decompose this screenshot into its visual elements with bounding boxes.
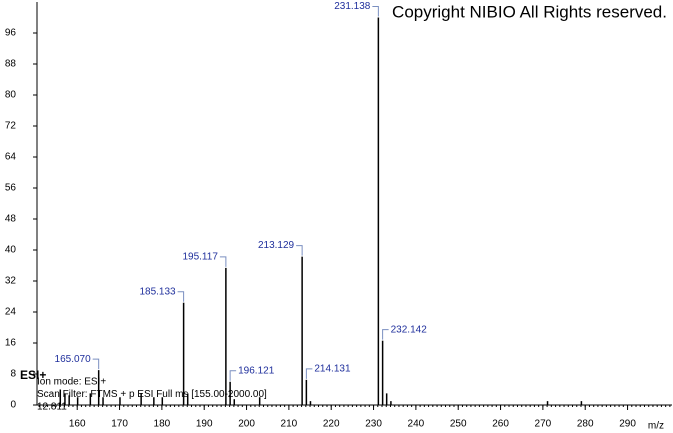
peak-label: 214.131 [314,363,351,374]
mode-badge: ESI+ [20,368,46,382]
peak-label: 213.129 [258,240,295,251]
x-tick-label: 230 [365,419,382,430]
y-tick-label: 16 [5,338,17,349]
x-tick-label: 160 [69,419,86,430]
peak-label: 196.121 [238,365,275,376]
y-tick-label: 64 [5,152,17,163]
peak-label-bracket [92,358,100,370]
x-axis-label: m/z [648,421,664,432]
peak-label-bracket [296,245,303,256]
x-tick-label: 260 [492,419,509,430]
peak-label-bracket [382,329,389,340]
x-tick-label: 180 [154,419,171,430]
peak-label: 231.138 [334,1,371,12]
info-line: Scan Filter: FTMS + p ESI Full ms [155.0… [37,389,267,400]
x-tick-label: 270 [535,419,552,430]
x-tick-label: 250 [450,419,467,430]
x-tick-label: 280 [577,419,594,430]
x-tick-label: 210 [281,419,298,430]
peak-label: 165.070 [55,354,92,365]
y-tick-label: 8 [10,369,16,380]
x-tick-label: 190 [196,419,213,430]
x-tick-label: 220 [323,419,340,430]
y-tick-label: 88 [5,59,17,70]
peak-label: 185.133 [139,286,176,297]
y-tick-label: 0 [10,400,16,411]
peak-label: 195.117 [182,251,218,262]
peak-label-bracket [305,368,313,379]
y-tick-label: 32 [5,276,17,287]
copyright: Copyright NIBIO All Rights reserved. [392,2,667,21]
y-tick-label: 48 [5,214,17,225]
info-line: Ion mode: ESI+ [37,377,106,388]
info-line: 12.811 [37,402,67,413]
x-tick-label: 200 [238,419,255,430]
peak-label-bracket [229,370,237,381]
y-tick-label: 24 [5,307,17,318]
x-tick-label: 240 [408,419,425,430]
y-tick-label: 56 [5,183,17,194]
y-tick-label: 72 [5,121,17,132]
peak-label-bracket [372,6,379,17]
y-tick-label: 96 [5,28,17,39]
peak-label-bracket [177,291,185,302]
x-tick-label: 170 [111,419,128,430]
peak-label-bracket [219,256,227,267]
peak-label: 232.142 [391,324,428,335]
x-tick-label: 290 [619,419,636,430]
y-tick-label: 40 [5,245,17,256]
y-tick-label: 80 [5,90,17,101]
